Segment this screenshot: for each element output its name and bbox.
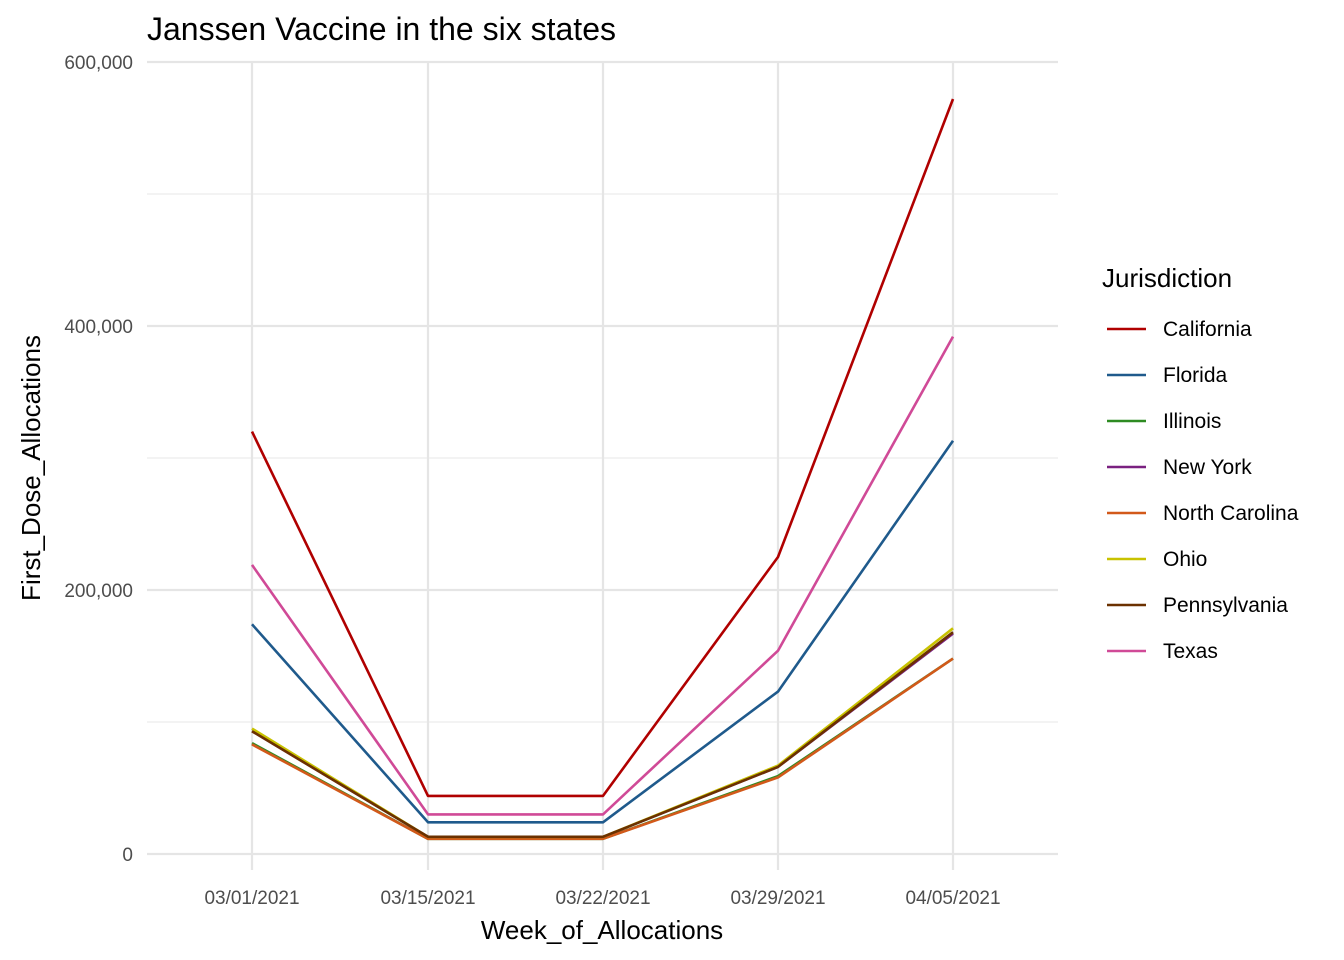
x-axis-ticks: 03/01/2021 03/15/2021 03/22/2021 03/29/2021…: [204, 888, 1000, 909]
series-line-texas: [250, 335, 955, 816]
x-tick-label: 03/22/2021: [555, 888, 650, 909]
legend-label-pennsylvania: Pennsylvania: [1163, 594, 1288, 617]
legend-label-california: California: [1163, 318, 1252, 341]
series-line-california: [250, 98, 955, 798]
y-axis-title: First_Dose_Allocations: [16, 335, 46, 601]
x-tick-label: 03/15/2021: [380, 888, 475, 909]
y-tick-label: 600,000: [64, 53, 133, 74]
y-tick-label: 0: [122, 845, 133, 866]
x-tick-label: 03/29/2021: [730, 888, 825, 909]
x-tick-label: 04/05/2021: [905, 888, 1000, 909]
series-lines: [250, 98, 955, 841]
series-line-pennsylvania: [251, 631, 954, 839]
y-tick-label: 400,000: [64, 317, 133, 338]
legend-label-florida: Florida: [1163, 364, 1228, 387]
y-tick-label: 200,000: [64, 581, 133, 602]
legend-label-new-york: New York: [1163, 456, 1252, 479]
legend-label-texas: Texas: [1163, 640, 1218, 663]
series-line-north-carolina: [251, 657, 954, 841]
legend-items: California Florida Illinois New York North C…: [1107, 318, 1299, 663]
legend-label-north-carolina: North Carolina: [1163, 502, 1299, 525]
series-line-florida: [251, 440, 955, 824]
x-tick-label: 03/01/2021: [204, 888, 299, 909]
legend: Jurisdiction California Florida Illinois Ne…: [1102, 263, 1299, 663]
legend-label-illinois: Illinois: [1163, 410, 1221, 433]
y-axis-ticks: 0 200,000 400,000 600,000: [64, 53, 133, 866]
legend-label-ohio: Ohio: [1163, 548, 1207, 571]
legend-title: Jurisdiction: [1102, 263, 1232, 293]
x-axis-title: Week_of_Allocations: [481, 915, 723, 945]
chart-title: Janssen Vaccine in the six states: [147, 11, 616, 47]
grid: [147, 60, 1058, 870]
